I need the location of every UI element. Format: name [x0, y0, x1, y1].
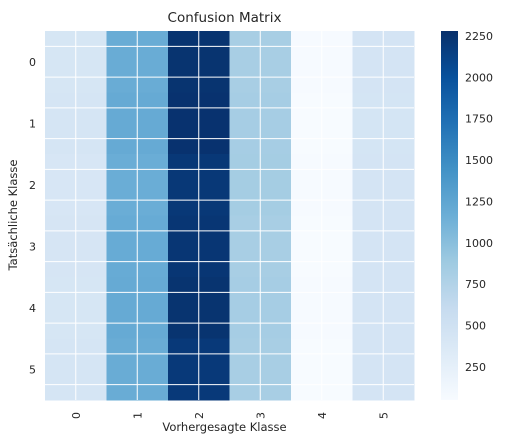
x-tick-label: 2: [193, 412, 206, 419]
y-axis-ticks: 0 1 2 3 4 5: [29, 56, 36, 377]
x-tick-label: 4: [316, 412, 329, 419]
chart-title: Confusion Matrix: [168, 10, 282, 26]
x-tick-label: 0: [70, 412, 83, 419]
colorbar-tick-label: 500: [465, 320, 486, 333]
heatmap-grid: [45, 31, 414, 400]
y-tick-label: 1: [29, 117, 36, 130]
colorbar-ticks: 250 500 750 1000 1250 1500 1750 2000 2250: [465, 30, 493, 374]
x-tick-label: 5: [377, 412, 390, 419]
colorbar-tick-label: 2000: [465, 71, 493, 84]
colorbar-tick-label: 1250: [465, 195, 493, 208]
y-tick-label: 2: [29, 179, 36, 192]
y-tick-label: 0: [29, 56, 36, 69]
colorbar-tick-label: 1500: [465, 154, 493, 167]
y-tick-label: 3: [29, 240, 36, 253]
colorbar-tick-label: 2250: [465, 30, 493, 43]
colorbar-tick-label: 1750: [465, 113, 493, 126]
colorbar: [441, 31, 458, 400]
x-axis-ticks: 0 1 2 3 4 5: [70, 412, 391, 419]
colorbar-tick-label: 250: [465, 361, 486, 374]
y-tick-label: 5: [29, 363, 36, 376]
colorbar-tick-label: 1000: [465, 237, 493, 250]
colorbar-tick-label: 750: [465, 278, 486, 291]
x-axis-label: Vorhergesagte Klasse: [162, 420, 286, 434]
x-tick-label: 3: [254, 412, 267, 419]
heatmap-cells: [45, 31, 415, 401]
x-tick-label: 1: [131, 412, 144, 419]
y-axis-label: Tatsächliche Klasse: [6, 160, 20, 272]
y-tick-label: 4: [29, 302, 36, 315]
